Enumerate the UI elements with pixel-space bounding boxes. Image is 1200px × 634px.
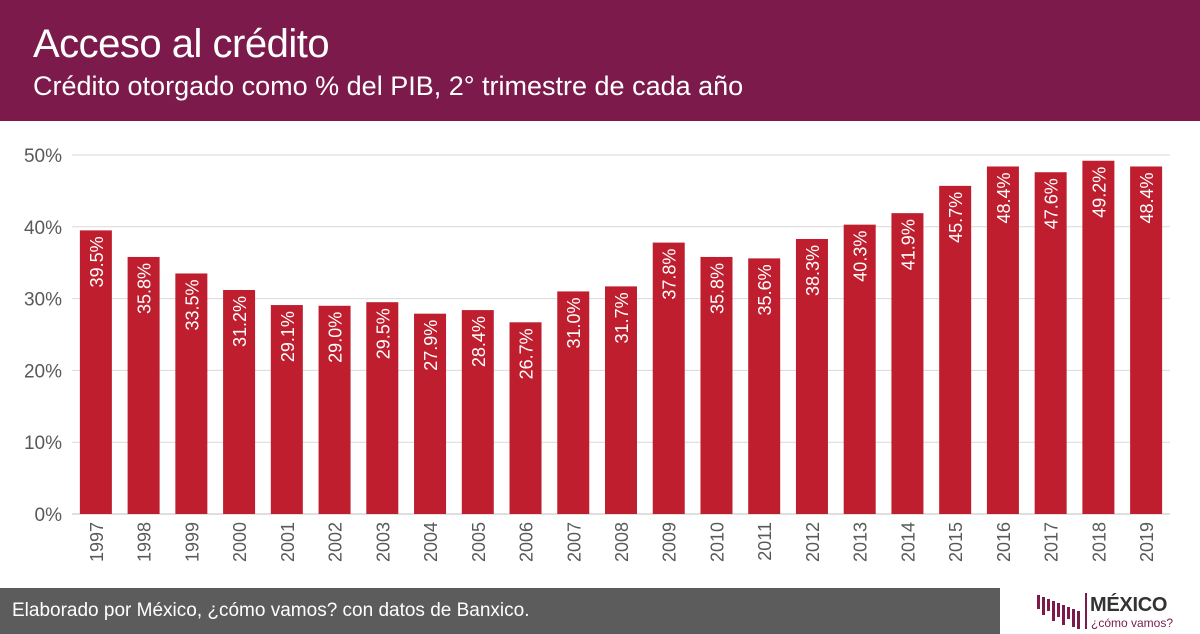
x-tick-label: 2013 — [851, 522, 871, 562]
bar-2009 — [652, 242, 685, 514]
bar-1999 — [175, 273, 208, 514]
y-tick-label: 30% — [24, 290, 62, 311]
x-tick-label: 2014 — [898, 522, 918, 562]
data-label: 41.9% — [898, 219, 918, 270]
data-label: 26.7% — [517, 328, 537, 379]
x-tick-label: 2018 — [1089, 522, 1109, 562]
bar-1997 — [79, 230, 112, 514]
x-tick-label: 2003 — [373, 522, 393, 562]
bar-2005 — [461, 310, 494, 514]
x-tick-label: 2002 — [326, 522, 346, 562]
bar-1998 — [127, 256, 160, 514]
x-tick-label: 2000 — [230, 522, 250, 562]
data-label: 37.8% — [660, 249, 680, 300]
bar-2019 — [1130, 166, 1163, 514]
x-axis-ticks: 1997 1998 1999 2000 2001 2002 2003 2004 2005 2006… — [87, 522, 1157, 562]
bar-2006 — [509, 322, 542, 514]
data-label: 31.2% — [230, 296, 250, 347]
bar-chart: 0% 10% 20% 30% 40% 50% 39.5% 35.8% 33.5% 31.2% 29… — [24, 146, 1170, 562]
bar-2013 — [843, 224, 876, 514]
data-label: 29.0% — [326, 312, 346, 363]
x-tick-label: 2011 — [755, 522, 775, 561]
data-label: 35.8% — [707, 263, 727, 314]
x-tick-label: 2006 — [517, 522, 537, 562]
data-label: 27.9% — [421, 320, 441, 371]
mexico-como-vamos-logo-icon — [1037, 593, 1087, 629]
bar-2004 — [414, 313, 447, 514]
x-tick-label: 2016 — [994, 522, 1014, 562]
data-label: 40.3% — [851, 231, 871, 282]
x-tick-label: 2017 — [1042, 522, 1062, 562]
y-tick-label: 0% — [35, 505, 63, 526]
x-tick-label: 2005 — [469, 522, 489, 562]
data-label: 47.6% — [1042, 178, 1062, 229]
chart-subtitle: Crédito otorgado como % del PIB, 2° trim… — [33, 71, 744, 101]
data-label: 29.1% — [278, 311, 298, 362]
y-tick-label: 50% — [24, 146, 62, 167]
bar-2001 — [270, 305, 303, 514]
x-tick-label: 2009 — [660, 522, 680, 562]
bar-2012 — [795, 239, 828, 515]
x-tick-label: 2012 — [803, 522, 823, 562]
x-tick-label: 2015 — [946, 522, 966, 562]
x-tick-label: 1998 — [135, 522, 155, 562]
x-tick-label: 2010 — [707, 522, 727, 562]
data-label: 38.3% — [803, 245, 823, 296]
data-label: 48.4% — [1137, 172, 1157, 223]
bars: 39.5% 35.8% 33.5% 31.2% 29.1% 29.0% 29.5% 27.9%… — [79, 160, 1163, 515]
data-label: 28.4% — [469, 316, 489, 367]
header-banner: Acceso al crédito Crédito otorgado como … — [0, 0, 1200, 121]
bar-2003 — [366, 302, 399, 514]
x-tick-label: 2001 — [278, 522, 298, 562]
bar-2010 — [700, 256, 733, 514]
bar-2007 — [557, 291, 590, 514]
data-label: 29.5% — [373, 308, 393, 359]
data-label: 48.4% — [994, 172, 1014, 223]
x-tick-label: 2004 — [421, 522, 441, 562]
x-tick-label: 2019 — [1137, 522, 1157, 562]
source-note: Elaborado por México, ¿cómo vamos? con d… — [12, 600, 530, 621]
footer-bar: Elaborado por México, ¿cómo vamos? con d… — [0, 588, 1000, 634]
data-label: 39.5% — [87, 236, 107, 287]
y-tick-label: 10% — [24, 433, 62, 454]
bar-2016 — [986, 166, 1019, 514]
y-axis-ticks: 0% 10% 20% 30% 40% 50% — [24, 146, 62, 526]
data-label: 35.8% — [135, 263, 155, 314]
bar-2011 — [748, 258, 781, 514]
x-tick-label: 2007 — [564, 522, 584, 562]
y-tick-label: 40% — [24, 218, 62, 239]
bar-2014 — [891, 213, 924, 514]
chart-title: Acceso al crédito — [33, 22, 330, 66]
data-label: 31.0% — [564, 297, 584, 348]
y-tick-label: 20% — [24, 361, 62, 382]
data-label: 45.7% — [946, 192, 966, 243]
data-label: 49.2% — [1089, 167, 1109, 218]
x-tick-label: 1997 — [87, 522, 107, 562]
x-tick-label: 1999 — [182, 522, 202, 562]
data-label: 33.5% — [182, 279, 202, 330]
logo-wordmark: MÉXICO — [1090, 594, 1168, 616]
data-label: 35.6% — [755, 264, 775, 315]
logo-tagline: ¿cómo vamos? — [1091, 616, 1174, 630]
data-label: 31.7% — [612, 292, 632, 343]
x-tick-label: 2008 — [612, 522, 632, 562]
bar-2018 — [1082, 160, 1115, 514]
bar-2017 — [1034, 172, 1067, 514]
bar-2000 — [223, 289, 256, 514]
bar-2008 — [605, 286, 637, 514]
bar-2015 — [939, 185, 972, 514]
bar-2002 — [318, 305, 351, 514]
